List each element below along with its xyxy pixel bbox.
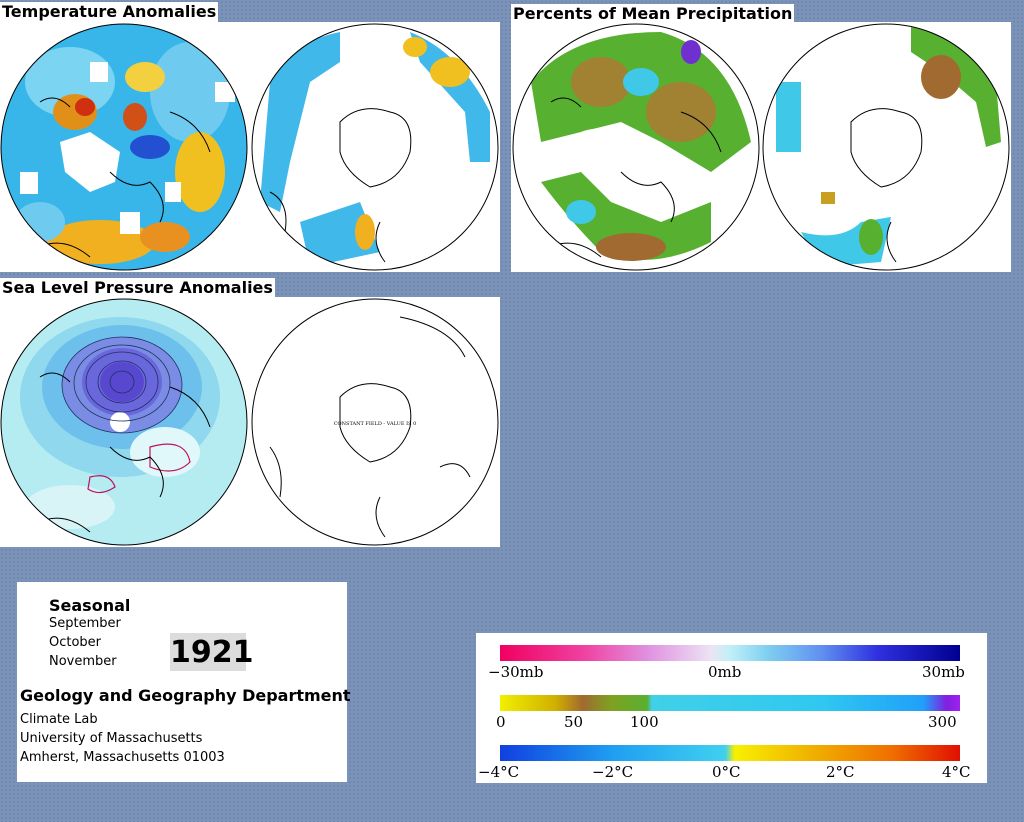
precipitation-north-map	[512, 23, 760, 271]
precipitation-south-map	[762, 23, 1010, 271]
constant-field-note: CONSTANT FIELD - VALUE IS 0	[334, 421, 417, 427]
precipitation-label-50: 50	[564, 713, 584, 731]
info-box: Seasonal September October November 1921…	[17, 582, 351, 782]
temperature-south-map	[251, 23, 499, 271]
temperature-label-minus2: −2°C	[592, 763, 634, 781]
temperature-label-minus4: −4°C	[478, 763, 520, 781]
month-october: October	[49, 635, 102, 650]
pressure-label-zero: 0mb	[708, 663, 742, 681]
temperature-panel	[0, 22, 500, 272]
address-line: University of Massachusetts	[20, 731, 203, 746]
pressure-title: Sea Level Pressure Anomalies	[0, 278, 275, 298]
precipitation-label-0: 0	[496, 713, 506, 731]
address-line: Climate Lab	[20, 712, 98, 727]
precipitation-panel	[511, 22, 1011, 272]
precipitation-label-300: 300	[928, 713, 957, 731]
temperature-label-plus2: 2°C	[826, 763, 855, 781]
pressure-label-min: −30mb	[488, 663, 544, 681]
precipitation-title: Percents of Mean Precipitation	[511, 4, 795, 24]
department-name: Geology and Geography Department	[20, 686, 351, 705]
temperature-color-bar	[500, 745, 960, 761]
pressure-label-max: 30mb	[922, 663, 965, 681]
temperature-label-zero: 0°C	[712, 763, 741, 781]
address-line: Amherst, Massachusetts 01003	[20, 750, 225, 765]
season-label: Seasonal	[49, 596, 131, 615]
temperature-north-map	[0, 23, 248, 271]
precipitation-color-bar	[500, 695, 960, 711]
month-november: November	[49, 654, 117, 669]
temperature-title: Temperature Anomalies	[0, 2, 219, 22]
pressure-panel: CONSTANT FIELD - VALUE IS 0	[0, 297, 500, 547]
month-september: September	[49, 616, 121, 631]
year-display: 1921	[170, 633, 254, 671]
precipitation-label-100: 100	[630, 713, 659, 731]
pressure-north-map	[0, 298, 248, 546]
pressure-color-bar	[500, 645, 960, 661]
temperature-label-plus4: 4°C	[942, 763, 971, 781]
pressure-south-map: CONSTANT FIELD - VALUE IS 0	[251, 298, 499, 546]
legend-box: −30mb 0mb 30mb 0 50 100 300 −4°C −2°C 0°…	[476, 633, 987, 783]
